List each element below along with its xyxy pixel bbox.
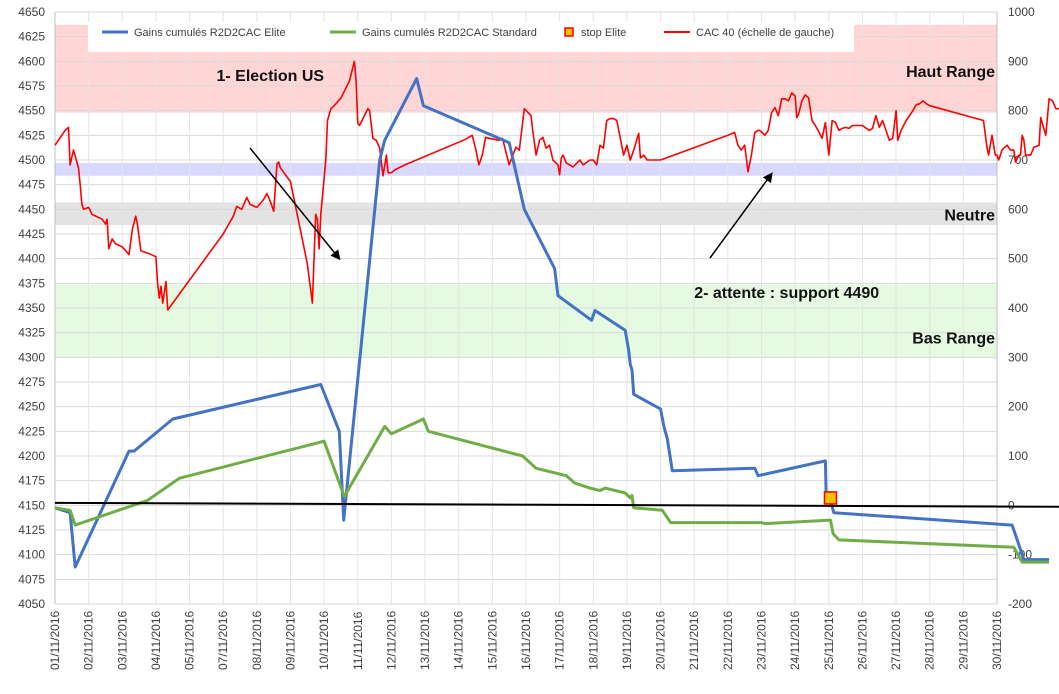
x-axis-tick-label: 28/11/2016 <box>923 611 937 670</box>
x-axis-tick-label: 01/11/2016 <box>48 611 62 670</box>
annotation-label: 1- Election US <box>216 68 324 85</box>
left-axis-tick-label: 4550 <box>18 104 45 118</box>
band-label: Haut Range <box>906 64 995 81</box>
x-axis-tick-label: 26/11/2016 <box>855 611 869 670</box>
left-axis-tick-label: 4125 <box>18 523 45 537</box>
left-axis-tick-label: 4325 <box>18 326 45 340</box>
x-axis-tick-label: 14/11/2016 <box>452 611 466 670</box>
left-axis-tick-label: 4625 <box>18 30 45 44</box>
legend-label: stop Elite <box>581 27 626 39</box>
x-axis-tick-label: 17/11/2016 <box>553 611 567 670</box>
x-axis-tick-label: 08/11/2016 <box>250 611 264 670</box>
right-axis-tick-label: 900 <box>1008 54 1028 68</box>
legend-label: Gains cumulés R2D2CAC Elite <box>134 27 286 39</box>
left-axis-tick-label: 4275 <box>18 375 45 389</box>
x-axis-tick-label: 29/11/2016 <box>956 611 970 670</box>
right-axis-tick-label: 300 <box>1008 350 1028 364</box>
left-axis-tick-label: 4300 <box>18 350 45 364</box>
right-axis-tick-label: 800 <box>1008 104 1028 118</box>
x-axis-tick-label: 23/11/2016 <box>755 611 769 670</box>
left-axis-tick-label: 4425 <box>18 227 45 241</box>
x-axis-tick-label: 02/11/2016 <box>82 611 96 670</box>
series-line-gains-cumul-s-r2d2cac-elite <box>54 77 1050 569</box>
x-axis-tick-label: 20/11/2016 <box>654 611 668 670</box>
series-line-reference-line <box>54 501 1059 508</box>
band-label: Bas Range <box>912 331 995 348</box>
right-axis-tick-label: 500 <box>1008 252 1028 266</box>
left-axis-tick-label: 4250 <box>18 400 45 414</box>
x-axis-tick-label: 05/11/2016 <box>183 611 197 670</box>
x-axis-tick-label: 22/11/2016 <box>721 611 735 670</box>
right-axis-tick-label: -200 <box>1008 597 1032 611</box>
annotation-arrow <box>709 172 773 259</box>
x-axis-tick-label: 03/11/2016 <box>115 611 129 670</box>
left-axis-tick-label: 4575 <box>18 79 45 93</box>
right-axis-tick-label: 1000 <box>1008 5 1035 19</box>
stop-elite-marker <box>823 491 838 505</box>
right-axis-tick-label: 600 <box>1008 202 1028 216</box>
legend-marker-stop-elite <box>564 27 574 37</box>
x-axis-tick-label: 11/11/2016 <box>351 611 365 670</box>
left-axis-tick-label: 4600 <box>18 54 45 68</box>
left-axis-tick-label: 4450 <box>18 202 45 216</box>
x-axis-tick-label: 30/11/2016 <box>990 611 1004 670</box>
band-label: Neutre <box>944 207 995 224</box>
left-axis-tick-label: 4150 <box>18 498 45 512</box>
x-axis-tick-label: 25/11/2016 <box>822 611 836 670</box>
series-line-gains-cumul-s-r2d2cac-standard <box>54 417 1050 564</box>
series-line-cac-40-chelle-de-gauche <box>54 60 1059 311</box>
left-axis-tick-label: 4475 <box>18 178 45 192</box>
left-axis-tick-label: 4375 <box>18 276 45 290</box>
x-axis-tick-label: 15/11/2016 <box>485 611 499 670</box>
x-axis-tick-label: 19/11/2016 <box>620 611 634 670</box>
right-axis-tick-label: 100 <box>1008 449 1028 463</box>
x-axis-tick-label: 27/11/2016 <box>889 611 903 670</box>
x-axis-tick-label: 12/11/2016 <box>384 611 398 670</box>
left-axis-tick-label: 4050 <box>18 597 45 611</box>
x-axis-tick-label: 18/11/2016 <box>586 611 600 670</box>
left-axis-tick-label: 4400 <box>18 252 45 266</box>
annotation-label: 2- attente : support 4490 <box>694 285 879 302</box>
x-axis-tick-label: 09/11/2016 <box>284 611 298 670</box>
left-axis-tick-label: 4525 <box>18 128 45 142</box>
left-axis-tick-label: 4350 <box>18 301 45 315</box>
x-axis-tick-label: 16/11/2016 <box>519 611 533 670</box>
left-axis-tick-label: 4225 <box>18 424 45 438</box>
x-axis-tick-label: 04/11/2016 <box>149 611 163 670</box>
x-axis-tick-label: 21/11/2016 <box>687 611 701 670</box>
legend-label: CAC 40 (échelle de gauche) <box>696 27 834 39</box>
x-axis-tick-label: 10/11/2016 <box>317 611 331 670</box>
right-axis-tick-label: 0 <box>1008 498 1015 512</box>
right-axis-tick-label: 200 <box>1008 400 1028 414</box>
left-axis-tick-label: 4075 <box>18 572 45 586</box>
legend-background <box>88 22 854 52</box>
x-axis-tick-label: 13/11/2016 <box>418 611 432 670</box>
x-axis-tick-label: 07/11/2016 <box>216 611 230 670</box>
legend-label: Gains cumulés R2D2CAC Standard <box>362 27 537 39</box>
annotation-arrow <box>249 147 341 261</box>
right-axis-tick-label: 400 <box>1008 301 1028 315</box>
left-axis-tick-label: 4100 <box>18 548 45 562</box>
x-axis-tick-label: 24/11/2016 <box>788 611 802 670</box>
left-axis-tick-label: 4200 <box>18 449 45 463</box>
left-axis-tick-label: 4500 <box>18 153 45 167</box>
left-axis-tick-label: 4650 <box>18 5 45 19</box>
right-axis-tick-label: 700 <box>1008 153 1028 167</box>
left-axis-tick-label: 4175 <box>18 474 45 488</box>
